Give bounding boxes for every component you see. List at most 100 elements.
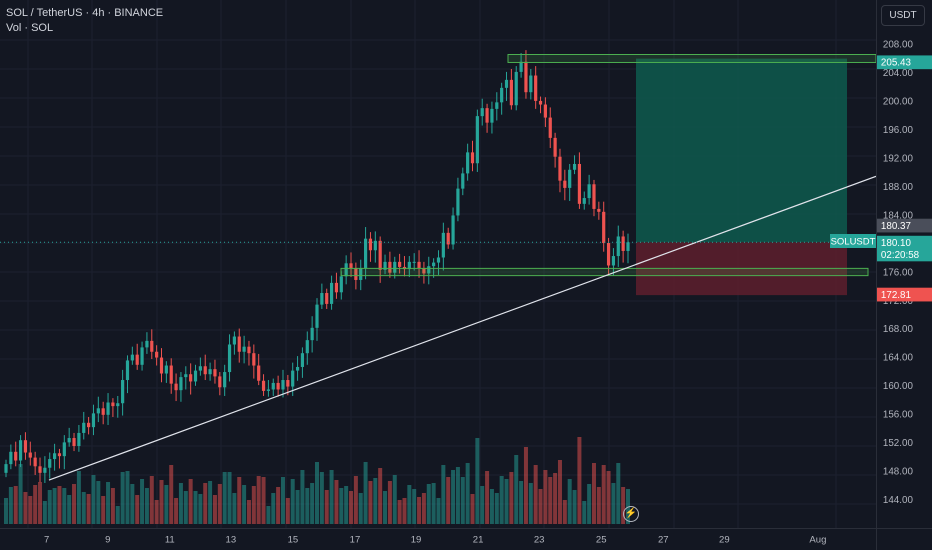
volume-legend[interactable]: Vol · SOL bbox=[6, 22, 54, 34]
price-chart[interactable] bbox=[0, 0, 876, 528]
candle-body bbox=[587, 184, 591, 199]
volume-bar bbox=[319, 472, 324, 524]
candle-body bbox=[189, 374, 193, 382]
volume-bar bbox=[499, 476, 504, 524]
candle-body bbox=[208, 369, 212, 375]
candle-body bbox=[548, 117, 552, 138]
support-zone[interactable] bbox=[340, 267, 869, 277]
volume-bar bbox=[567, 479, 572, 524]
candle-body bbox=[9, 451, 13, 465]
candle-body bbox=[232, 336, 236, 345]
time-tick-label: 19 bbox=[411, 534, 422, 545]
volume-bar bbox=[242, 485, 247, 524]
volume-bar bbox=[18, 464, 23, 524]
candle-body bbox=[96, 408, 100, 414]
volume-bar bbox=[154, 500, 159, 524]
candle-body bbox=[135, 354, 139, 365]
candle-body bbox=[441, 232, 445, 258]
candle-body bbox=[412, 261, 416, 263]
volume-bar bbox=[169, 465, 174, 524]
candle-body bbox=[247, 346, 251, 354]
candle-body bbox=[529, 75, 533, 93]
volume-bar bbox=[533, 465, 538, 524]
candle-body bbox=[436, 257, 441, 263]
time-ticks: 7 9 11 13 15 17 19 21 23 25 27 29 Aug bbox=[44, 534, 826, 545]
candle-body bbox=[125, 360, 130, 381]
candle-body bbox=[339, 276, 343, 293]
volume-bar bbox=[164, 485, 169, 524]
candle-body bbox=[140, 347, 144, 365]
profit-zone[interactable] bbox=[636, 58, 847, 243]
candle-body bbox=[422, 268, 426, 274]
candle-body bbox=[18, 440, 23, 461]
time-tick-label: 9 bbox=[105, 534, 110, 545]
candle-body bbox=[203, 366, 207, 375]
volume-bar bbox=[183, 491, 188, 524]
candle-body bbox=[218, 376, 222, 388]
volume-bar bbox=[616, 463, 621, 524]
lightning-icon[interactable]: ⚡ bbox=[623, 506, 639, 522]
volume-bar bbox=[86, 494, 91, 524]
candle-body bbox=[553, 137, 557, 157]
symbol-legend[interactable]: SOL / TetherUS · 4h · BINANCE bbox=[6, 7, 164, 19]
volume-bar bbox=[76, 471, 81, 524]
volume-bar bbox=[271, 493, 276, 524]
resistance-zone[interactable] bbox=[507, 54, 876, 63]
volume-bar bbox=[115, 506, 120, 524]
trendline[interactable] bbox=[48, 175, 876, 481]
price-tick-label: 192.00 bbox=[883, 153, 914, 164]
volume-bar bbox=[130, 484, 135, 524]
price-tag-label: 205.43 bbox=[881, 58, 912, 69]
candle-body bbox=[300, 353, 305, 367]
volume-bar bbox=[514, 455, 519, 524]
candle-body bbox=[91, 413, 96, 428]
candle-body bbox=[169, 365, 173, 384]
candle-body bbox=[334, 282, 339, 293]
candle-body bbox=[354, 268, 358, 280]
volume-bar bbox=[96, 481, 101, 524]
currency-button[interactable]: USDT bbox=[881, 5, 925, 26]
volume-bar bbox=[106, 482, 111, 524]
volume-bar bbox=[523, 447, 528, 524]
axis-corner bbox=[876, 528, 932, 550]
price-tick-label: 164.00 bbox=[883, 353, 914, 364]
volume-bar bbox=[397, 500, 402, 524]
price-axis[interactable]: 208.00 204.00 200.00 196.00 192.00 188.00 184.… bbox=[876, 0, 932, 528]
candle-body bbox=[198, 366, 202, 371]
volume-bar bbox=[489, 489, 494, 524]
price-tag-label: 180.37 bbox=[881, 221, 911, 232]
candle-body bbox=[33, 457, 37, 467]
volume-bar bbox=[178, 483, 183, 524]
volume-bar bbox=[290, 479, 295, 524]
volume-bar bbox=[232, 493, 237, 524]
volume-bar bbox=[621, 487, 626, 524]
candle-body bbox=[184, 374, 188, 378]
volume-bar bbox=[329, 470, 334, 524]
candle-body bbox=[451, 215, 455, 245]
candle-body bbox=[558, 156, 562, 181]
volume-bar bbox=[383, 491, 388, 524]
candle-body bbox=[145, 340, 149, 348]
volume-bar bbox=[455, 467, 460, 524]
volume-bar bbox=[465, 463, 470, 524]
candle-body bbox=[325, 293, 329, 304]
time-tick-label: 21 bbox=[473, 534, 484, 545]
candle-body bbox=[242, 346, 246, 352]
volume-bar bbox=[285, 498, 290, 524]
candles bbox=[4, 50, 630, 483]
price-tick-label: 152.00 bbox=[883, 438, 914, 449]
candle-body bbox=[43, 467, 47, 473]
time-axis[interactable]: 7 9 11 13 15 17 19 21 23 25 27 29 Aug bbox=[0, 528, 876, 550]
candle-body bbox=[286, 380, 290, 387]
volume-bar bbox=[295, 490, 300, 524]
candle-body bbox=[393, 261, 397, 273]
volume-bar bbox=[485, 471, 490, 524]
volume-bar bbox=[504, 479, 509, 524]
price-tick-label: 196.00 bbox=[883, 125, 914, 136]
candle-body bbox=[538, 100, 543, 105]
price-tick-label: 168.00 bbox=[883, 324, 914, 335]
candle-body bbox=[62, 442, 66, 457]
candle-body bbox=[329, 282, 334, 304]
candle-body bbox=[87, 422, 91, 428]
candle-body bbox=[57, 453, 62, 457]
